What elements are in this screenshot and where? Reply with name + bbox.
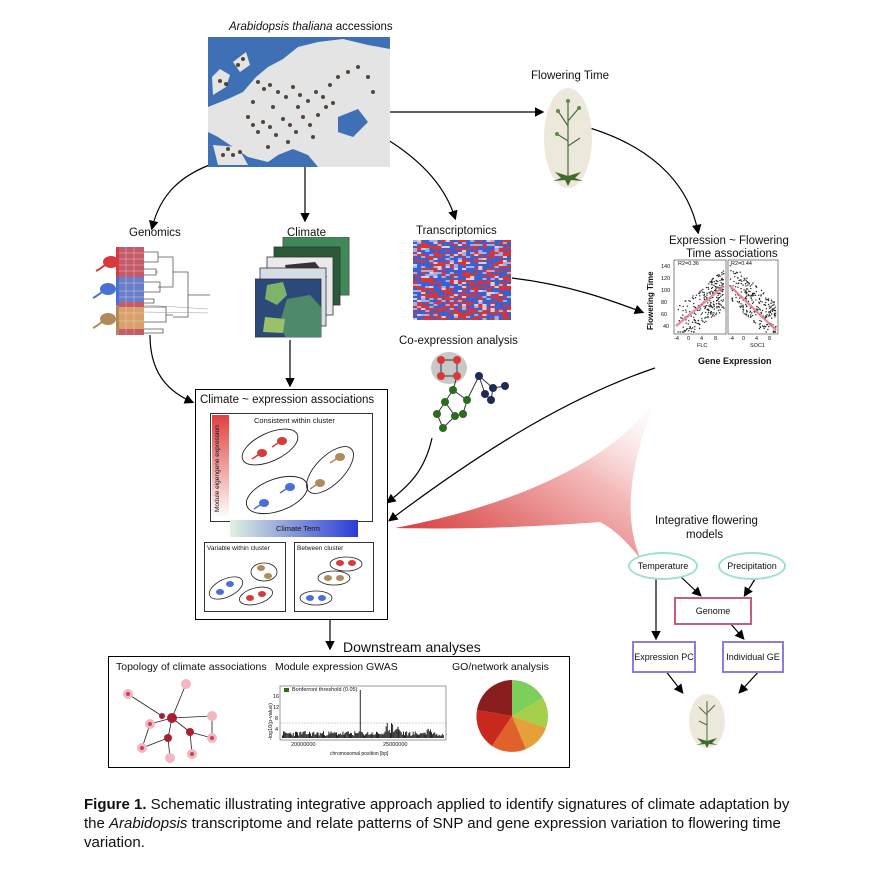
- module-gwas-label: Module expression GWAS: [275, 661, 398, 673]
- integrative-title-2: models: [686, 529, 724, 541]
- variable-panel: [204, 542, 286, 612]
- climate-expr-title: Climate ~ expression associations: [200, 394, 375, 406]
- downstream-title: Downstream analyses: [343, 639, 481, 655]
- gwas-xtick-2: 25000000: [383, 742, 408, 748]
- scatter-xtick-r4: 8: [768, 336, 772, 342]
- scatter-xtick-l3: 4: [700, 336, 704, 342]
- variable-cluster-plants: [208, 562, 278, 606]
- map-title-italic: Arabidopsis thaliana: [229, 21, 333, 33]
- brown-plant-icon: [92, 313, 116, 329]
- red-fan-shape: [395, 385, 662, 558]
- scatter-ytick-2: 120: [661, 276, 671, 282]
- scatter-xtick-r2: 0: [742, 336, 746, 342]
- consistent-cluster-plants: [241, 428, 354, 515]
- transcriptomics-heatmap: [413, 240, 511, 320]
- figure-caption: Figure 1. Schematic illustrating integra…: [84, 795, 804, 852]
- caption-italic: Arabidopsis: [109, 815, 188, 832]
- map-title: Arabidopsis thaliana accessions: [229, 21, 393, 33]
- plant-illustration-top: [544, 88, 592, 188]
- scatter-right-r2: R2=0.44: [731, 261, 752, 267]
- scatter-right-gene: SOC1: [750, 343, 765, 349]
- gwas-ytick-2: 12: [273, 705, 280, 711]
- expression-pc-node: Expression PC: [632, 641, 696, 673]
- module-eigengene-gradient: [212, 415, 229, 518]
- scatter-xtick-r1: -4: [729, 336, 734, 342]
- scatter-xtick-l2: 0: [687, 336, 691, 342]
- go-pie-chart: [476, 680, 548, 752]
- module-eigengene-label: Module eigengene expression: [214, 425, 221, 512]
- scatter-xtick-l4: 8: [714, 336, 718, 342]
- gwas-legend: Bonferroni threshold (0.05): [292, 687, 358, 693]
- flowering-time-label: Flowering Time: [531, 70, 609, 82]
- individual-ge-node: Individual GE: [722, 641, 784, 673]
- climate-layers: [255, 237, 350, 338]
- scatter-xtick-l1: -4: [674, 336, 679, 342]
- caption-part2: transcriptome and relate patterns of SNP…: [84, 815, 781, 851]
- red-plant-icon: [95, 256, 119, 272]
- transcriptomics-label: Transcriptomics: [416, 225, 497, 237]
- scatter-ytick-1: 140: [661, 264, 671, 270]
- expression-scatter-plot: [673, 259, 779, 335]
- precipitation-node: Precipitation: [718, 552, 786, 580]
- climate-label: Climate: [287, 227, 326, 239]
- between-panel: [294, 542, 374, 612]
- variable-label: Variable within cluster: [207, 545, 270, 552]
- flowering-time-axis-label: Flowering Time: [646, 271, 655, 330]
- scatter-xtick-r3: 4: [755, 336, 759, 342]
- caption-bold: Figure 1.: [84, 796, 147, 813]
- gwas-ytick-3: 8: [275, 716, 279, 722]
- genome-node: Genome: [674, 597, 752, 625]
- topology-network: [123, 679, 217, 763]
- gwas-xlabel: chromosomal position [bp]: [330, 751, 389, 757]
- coexpression-network: [431, 352, 509, 432]
- scatter-ytick-6: 40: [663, 324, 670, 330]
- plant-illustration-bottom: [689, 694, 725, 748]
- expr-flowering-title-2: Time associations: [686, 248, 778, 260]
- climate-term-gradient: [230, 520, 358, 537]
- scatter-ytick-5: 60: [661, 312, 668, 318]
- gwas-manhattan-plot: [279, 685, 447, 741]
- gwas-xtick-1: 20000000: [291, 742, 316, 748]
- temperature-node: Temperature: [628, 552, 698, 580]
- gwas-ytick-4: 4: [275, 727, 279, 733]
- blue-plant-icon: [92, 283, 116, 299]
- consistent-panel: [210, 413, 373, 522]
- consistent-label: Consistent within cluster: [254, 416, 335, 425]
- gwas-ytick-1: 16: [273, 694, 280, 700]
- genomics-label: Genomics: [129, 227, 181, 239]
- expr-flowering-title-1: Expression ~ Flowering: [669, 235, 789, 247]
- climate-term-label: Climate Term: [276, 524, 321, 533]
- integrative-title-1: Integrative flowering: [655, 515, 758, 527]
- topology-label: Topology of climate associations: [116, 661, 267, 673]
- gene-expression-label: Gene Expression: [698, 356, 772, 366]
- between-label: Between cluster: [297, 545, 344, 552]
- between-cluster-plants: [299, 556, 363, 606]
- go-network-label: GO/network analysis: [452, 661, 549, 673]
- scatter-ytick-3: 100: [661, 288, 671, 294]
- europe-map: [208, 37, 390, 167]
- map-title-rest: accessions: [332, 21, 393, 33]
- coexpression-label: Co-expression analysis: [399, 335, 518, 347]
- scatter-left-r2: R2=0.36: [678, 261, 699, 267]
- scatter-left-gene: FLC: [697, 343, 708, 349]
- caption-part1: Schematic illustrating integrative appro…: [84, 796, 790, 832]
- scatter-ytick-4: 80: [661, 300, 668, 306]
